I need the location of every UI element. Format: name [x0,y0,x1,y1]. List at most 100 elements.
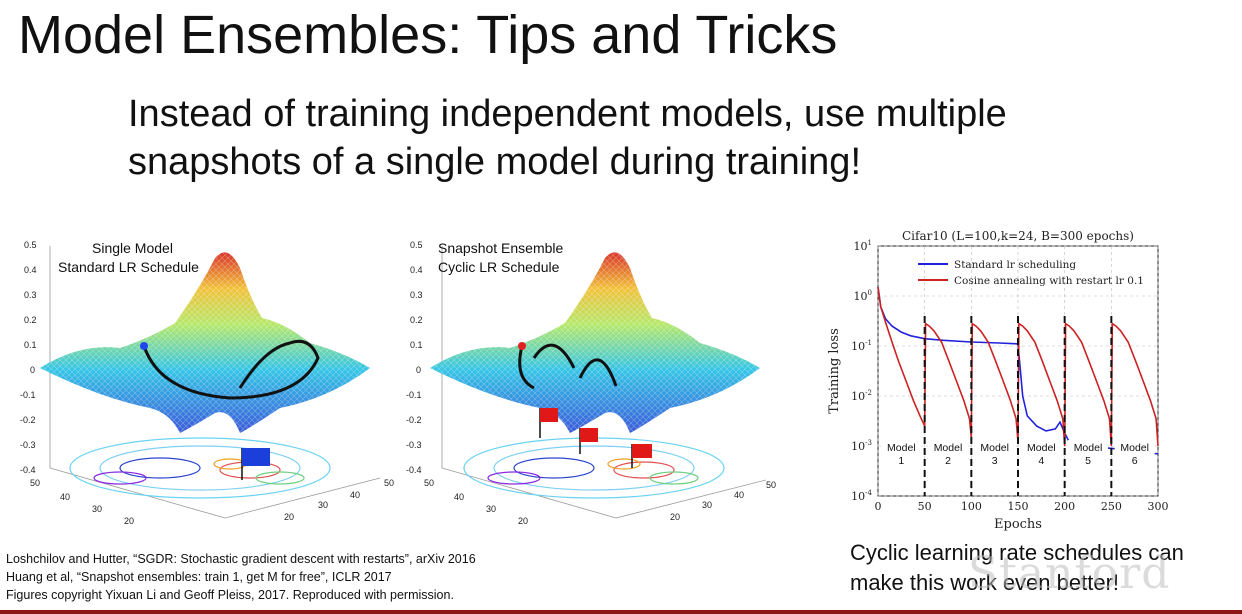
figure-label-line1: Single Model [92,240,173,256]
y-axis-line [615,479,767,519]
z-tick: 0.3 [410,290,423,300]
slide-subtitle: Instead of training independent models, … [128,93,1007,183]
y-tick: 50 [766,480,776,490]
chart-title: Cifar10 (L=100,k=24, B=300 epochs) [902,229,1134,243]
snapshot-ensemble-surface-plot: 0.5 0.4 0.3 0.2 0.1 0 -0.1 -0.2 -0.3 -0.… [406,240,776,526]
x-tick: 30 [486,504,496,514]
snapshot-flag-1 [539,408,558,438]
x-tick: 50 [30,478,40,488]
x-tick-labels: 50 40 30 20 [30,478,134,526]
y-tick-labels: 50 40 30 20 [284,478,394,522]
training-loss-chart-svg: Cifar10 (L=100,k=24, B=300 epochs) 101 100… [827,229,1169,532]
x-tick-label: 50 [918,500,932,513]
z-tick: 0 [30,365,35,375]
x-axis-line [441,467,617,519]
bottom-accent-bar [0,610,1242,614]
x-tick-label: 0 [875,500,882,513]
y-tick-label: 10-2 [851,389,872,403]
z-tick: 0.1 [24,340,37,350]
z-tick: -0.2 [406,415,422,425]
model-label-number: 5 [1085,455,1091,467]
figure-label-line1: Snapshot Ensemble [438,240,564,256]
x-tick: 40 [60,492,70,502]
y-tick-label: 100 [854,289,872,303]
z-tick: -0.4 [20,465,36,475]
legend-label: Cosine annealing with restart lr 0.1 [954,275,1144,287]
model-label-name: Model [887,442,916,454]
z-tick: 0.4 [24,265,37,275]
legend-label: Standard lr scheduling [954,259,1076,271]
model-label-bg [1021,440,1062,469]
optimization-trajectory [142,339,320,400]
model-label-bg [1068,440,1108,469]
reference-line: Figures copyright Yixuan Li and Geoff Pl… [6,588,454,602]
y-tick: 20 [284,512,294,522]
y-tick: 30 [702,500,712,510]
z-tick: 0.3 [24,290,37,300]
x-tick-label: 300 [1148,500,1169,513]
y-tick-label: 10-3 [851,439,872,453]
model-label-bg [928,440,968,469]
x-tick-label: 200 [1054,500,1075,513]
x-tick-label: 100 [961,500,982,513]
snapshot-flag-3 [631,444,652,468]
y-tick: 40 [734,490,744,500]
y-axis-label: Training loss [827,328,842,413]
references: Loshchilov and Hutter, “SGDR: Stochastic… [6,550,476,604]
y-tick: 20 [670,512,680,522]
y-axis-line [224,477,381,519]
model-label-number: 4 [1038,455,1044,467]
z-tick: -0.3 [406,440,422,450]
single-model-surface-plot: 0.5 0.4 0.3 0.2 0.1 0 -0.1 -0.2 -0.3 -0.… [20,240,394,526]
model-label-number: 3 [992,455,998,467]
z-tick: -0.2 [20,415,36,425]
loss-surface [430,252,760,433]
x-tick: 20 [518,516,528,526]
x-tick: 50 [424,478,434,488]
contour-projection [463,437,725,499]
snapshot-flag-2 [579,428,598,454]
z-tick: 0.2 [24,315,37,325]
contour-projection [69,437,331,499]
y-tick: 50 [384,478,394,488]
model-label-number: 6 [1132,455,1138,467]
model-label-bg [881,440,922,469]
x-axis-line [49,467,226,519]
optimization-trajectory [518,343,618,390]
y-tick-label: 10-4 [851,489,872,503]
model-label-number: 2 [945,455,951,467]
figure-label-line2: Cyclic LR Schedule [438,259,560,275]
z-tick: 0.4 [410,265,423,275]
model-label-name: Model [1074,442,1103,454]
figure-label-line2: Standard LR Schedule [58,259,199,275]
y-tick-label: 10-1 [851,339,872,353]
x-tick-labels: 50 40 30 20 [424,478,528,526]
y-tick-label: 101 [854,239,872,253]
x-tick: 40 [454,492,464,502]
model-label-name: Model [1027,442,1056,454]
snapshot-ensemble-figure: 0.5 0.4 0.3 0.2 0.1 0 -0.1 -0.2 -0.3 -0.… [394,228,804,528]
start-point [140,342,148,350]
single-model-figure: 0.5 0.4 0.3 0.2 0.1 0 -0.1 -0.2 -0.3 -0.… [0,228,410,528]
x-tick: 30 [92,504,102,514]
minimum-flag [241,448,270,480]
training-loss-chart: Cifar10 (L=100,k=24, B=300 epochs) 101 100… [818,226,1170,538]
z-tick-labels: 0.5 0.4 0.3 0.2 0.1 0 -0.1 -0.2 -0.3 -0.… [406,240,423,475]
z-tick: -0.4 [406,465,422,475]
z-tick: 0 [416,365,421,375]
start-point [518,342,526,350]
z-tick: 0.5 [24,240,37,250]
z-tick: -0.3 [20,440,36,450]
y-tick-labels: 50 40 30 20 [670,480,776,522]
caption: Cyclic learning rate schedules can make … [850,540,1184,595]
reference-line: Huang et al, “Snapshot ensembles: train … [6,570,392,584]
reference-line: Loshchilov and Hutter, “SGDR: Stochastic… [6,552,476,566]
loss-surface [40,252,370,433]
z-tick: 0.1 [410,340,423,350]
x-tick-label: 150 [1008,500,1029,513]
stanford-watermark: Stanford [968,548,1171,599]
y-tick: 30 [318,500,328,510]
x-tick-label: 250 [1101,500,1122,513]
model-label-bg [1114,440,1155,469]
x-tick: 20 [124,516,134,526]
